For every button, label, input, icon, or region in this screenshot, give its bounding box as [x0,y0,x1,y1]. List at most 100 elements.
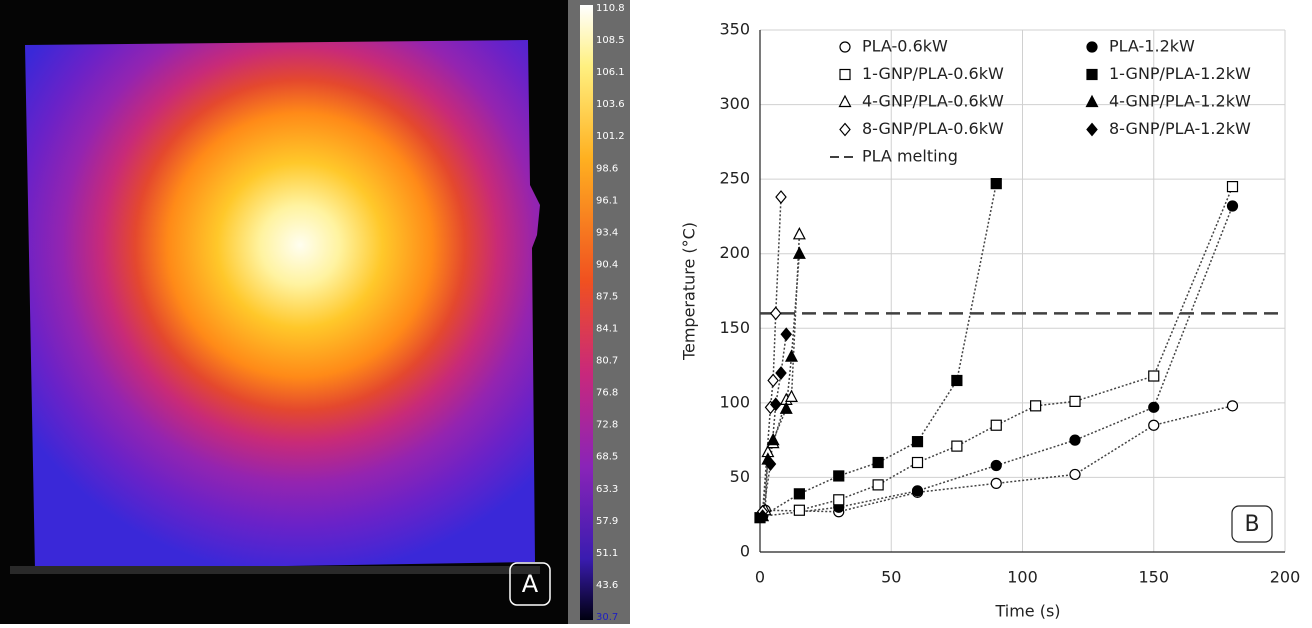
x-tick-label: 200 [1270,568,1301,587]
data-point [990,477,1002,489]
colorbar-tick-label: 30.7 [596,612,618,623]
data-point [792,227,806,240]
data-point [1069,468,1081,481]
y-tick-label: 150 [719,318,750,337]
data-point [951,440,963,452]
data-point [911,456,924,469]
y-tick-label: 350 [719,20,750,39]
legend-marker [1086,41,1098,53]
colorbar-tick-label: 72.8 [596,420,618,431]
data-point [1226,200,1239,212]
thermal-sample [25,40,540,570]
x-axis-label: Time (s) [994,602,1060,621]
data-point [1148,419,1160,431]
legend-label: PLA melting [862,147,958,166]
data-point [779,401,793,414]
data-point [769,397,782,412]
legend-marker [1085,94,1099,108]
data-point [756,509,769,524]
legend-label: PLA-0.6kW [862,37,948,56]
legend-marker [1086,122,1098,137]
data-point [872,479,884,491]
data-point [1069,395,1081,407]
y-axis-label: Temperature (°C) [680,222,699,361]
data-point [833,494,845,506]
data-point [1226,181,1239,193]
legend-marker [1086,68,1098,81]
legend-marker [839,68,851,81]
y-tick-label: 200 [719,243,750,262]
colorbar [580,5,593,620]
data-point [1148,370,1160,382]
x-tick-label: 150 [1138,568,1169,587]
legend-label: PLA-1.2kW [1109,37,1195,56]
legend-label: 1-GNP/PLA-1.2kW [1109,64,1251,83]
colorbar-tick-label: 76.8 [596,388,618,399]
colorbar-tick-label: 93.4 [596,227,618,238]
colorbar-tick-label: 108.5 [596,35,625,46]
y-tick-label: 0 [740,542,750,561]
panel-label: A [522,570,539,598]
legend-label: 4-GNP/PLA-1.2kW [1109,92,1251,111]
series-line [761,253,801,517]
data-point [767,373,779,388]
data-point [766,432,780,446]
data-point [775,190,787,204]
y-tick-label: 50 [730,467,750,486]
data-point [793,488,805,500]
legend-label: 4-GNP/PLA-0.6kW [862,92,1004,111]
colorbar-tick-label: 68.5 [596,452,618,463]
legend-marker [838,94,852,108]
colorbar-tick-label: 57.9 [596,516,618,527]
colorbar-tick-label: 106.1 [596,67,625,78]
legend-label: 1-GNP/PLA-0.6kW [862,64,1004,83]
data-point [785,389,798,402]
colorbar-tick-label: 80.7 [596,356,618,367]
panel-label-box [1231,505,1273,543]
data-point [1226,400,1239,412]
colorbar-tick-label: 103.6 [596,99,625,110]
series-line [761,197,782,512]
colorbar-tick-label: 43.6 [596,580,618,591]
legend-marker [839,122,851,137]
data-point [793,504,805,516]
thermal-base [10,566,540,574]
colorbar-tick-label: 84.1 [596,324,618,335]
series-line [799,186,1234,511]
chart-background [630,0,1312,624]
data-point [990,178,1002,190]
colorbar-tick-label: 101.2 [596,131,625,142]
data-point [785,349,798,362]
data-point [990,419,1002,431]
data-point [951,374,963,387]
colorbar-background [568,0,630,624]
y-tick-label: 300 [719,94,750,113]
data-point [764,457,777,471]
legend-label: 8-GNP/PLA-1.2kW [1109,119,1251,138]
x-tick-label: 0 [755,568,765,587]
data-point [833,470,845,482]
panel-label-box [509,562,551,606]
data-point [769,306,782,321]
colorbar-tick-label: 63.3 [596,484,618,495]
y-tick-label: 100 [719,392,750,411]
colorbar-tick-label: 96.1 [596,195,618,206]
colorbar-tick-label: 51.1 [596,548,618,559]
data-point [780,327,793,342]
data-point [775,366,787,380]
data-point [1030,400,1042,412]
data-point [911,436,924,448]
y-tick-label: 250 [719,169,750,188]
data-point [990,459,1002,472]
colorbar-tick-label: 87.5 [596,291,618,302]
data-point [792,246,806,259]
data-point [911,485,924,497]
panel-label: B [1244,512,1259,537]
colorbar-tick-label: 90.4 [596,259,618,270]
x-tick-label: 100 [1007,568,1038,587]
data-point [1069,434,1081,446]
x-tick-label: 50 [881,568,901,587]
legend-marker [839,41,851,53]
